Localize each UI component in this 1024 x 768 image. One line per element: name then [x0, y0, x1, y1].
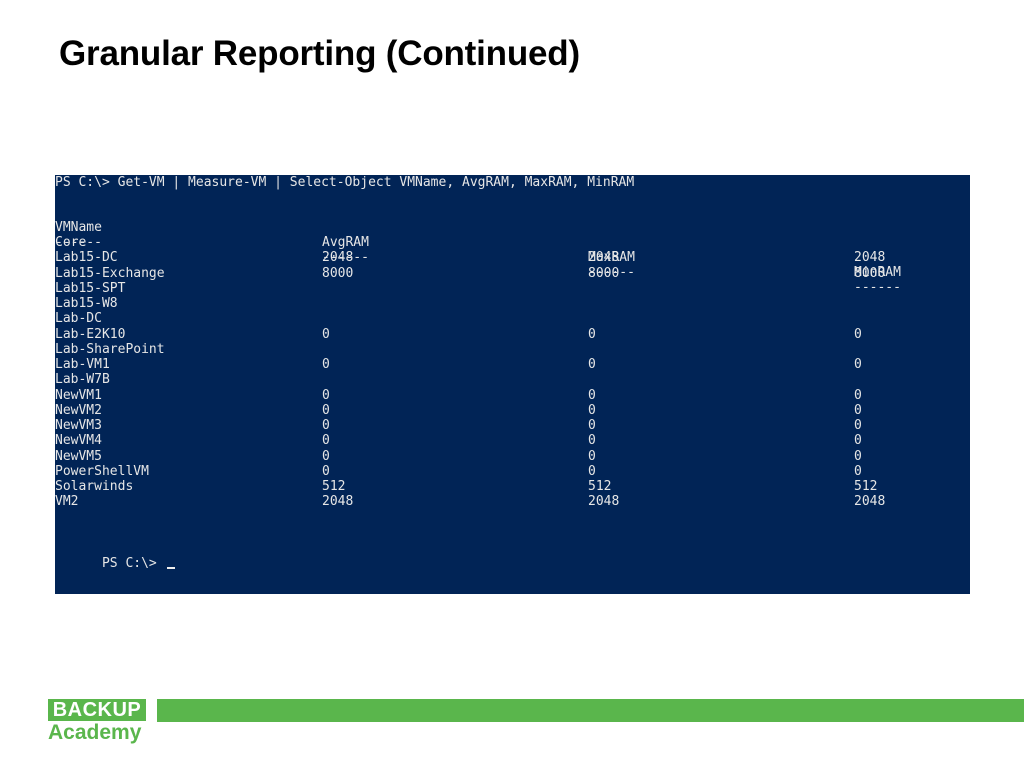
header-vmname: VMName: [55, 220, 102, 235]
cell-maxram: 0: [588, 448, 596, 464]
cell-vmname: NewVM4: [55, 433, 102, 449]
cell-vmname: NewVM1: [55, 387, 102, 403]
cell-vmname: PowerShellVM: [55, 463, 149, 479]
cell-vmname: Lab15-W8: [55, 296, 118, 311]
cell-vmname: Lab-SharePoint: [55, 341, 165, 357]
cell-avgram: 0: [322, 418, 330, 433]
cell-minram: 512: [854, 479, 878, 494]
cell-maxram: 0: [588, 433, 596, 449]
cell-vmname: Lab15-SPT: [55, 280, 126, 296]
header-maxram: MaxRAM: [588, 250, 635, 265]
cell-minram: 0: [854, 402, 862, 418]
separator: ------: [55, 235, 102, 250]
cell-vmname: Lab-E2K10: [55, 326, 126, 342]
cell-avgram: 2048: [322, 494, 354, 510]
cell-avgram: 0: [322, 387, 330, 403]
cell-maxram: 2048: [588, 494, 620, 510]
cell-minram: 0: [854, 448, 862, 464]
cell-vmname: Lab-VM1: [55, 357, 110, 372]
cell-avgram: 0: [322, 433, 330, 449]
cell-vmname: VM2: [55, 494, 79, 510]
cell-maxram: 512: [588, 479, 612, 494]
cell-minram: 0: [854, 433, 862, 449]
cell-maxram: 0: [588, 402, 596, 418]
slide-title: Granular Reporting (Continued): [59, 34, 580, 73]
separator: ------: [854, 280, 901, 295]
cell-avgram: 512: [322, 479, 346, 494]
separator: ------: [322, 250, 369, 265]
table-separator-row: ------ ------ ------ ------: [55, 220, 901, 295]
cell-vmname: Lab-DC: [55, 311, 102, 327]
footer-accent-bar: [157, 699, 1024, 722]
cell-maxram: 2048: [588, 250, 620, 266]
cell-avgram: 0: [322, 463, 330, 479]
cell-maxram: 0: [588, 418, 596, 433]
header-minram: MinRAM: [854, 265, 901, 280]
cell-maxram: 8000: [588, 265, 620, 281]
cell-maxram: 0: [588, 463, 596, 479]
table-header-row: VMName AvgRAM MaxRAM MinRAM: [55, 205, 901, 280]
cell-avgram: 0: [322, 402, 330, 418]
cell-minram: 0: [854, 418, 862, 433]
cell-avgram: 0: [322, 326, 330, 342]
cell-vmname: Core: [55, 235, 87, 250]
cell-vmname: Lab-W7B: [55, 372, 110, 388]
cell-maxram: 0: [588, 357, 596, 372]
cell-vmname: NewVM5: [55, 448, 102, 464]
backup-academy-logo: BACKUP Academy: [48, 699, 146, 746]
cell-avgram: 0: [322, 357, 330, 372]
cell-avgram: 2048: [322, 250, 354, 266]
prompt-text: PS C:\>: [101, 556, 165, 571]
cell-vmname: NewVM2: [55, 402, 102, 418]
cell-minram: 2048: [854, 494, 886, 510]
logo-backup-text: BACKUP: [48, 699, 146, 721]
cell-minram: 0: [854, 326, 862, 342]
cell-minram: 0: [854, 387, 862, 403]
cell-minram: 2048: [854, 250, 886, 266]
cell-maxram: 0: [588, 387, 596, 403]
cell-vmname: Solarwinds: [55, 479, 134, 494]
cell-vmname: NewVM3: [55, 418, 102, 433]
header-avgram: AvgRAM: [322, 235, 369, 250]
cell-avgram: 0: [322, 448, 330, 464]
prompt-line: PS C:\>: [55, 541, 175, 571]
cell-minram: 8000: [854, 265, 886, 281]
text-cursor: [166, 567, 175, 569]
cell-minram: 0: [854, 357, 862, 372]
cell-minram: 0: [854, 463, 862, 479]
command-line: PS C:\> Get-VM | Measure-VM | Select-Obj…: [55, 175, 635, 190]
powershell-console: PS C:\> Get-VM | Measure-VM | Select-Obj…: [55, 175, 970, 594]
cell-vmname: Lab15-Exchange: [55, 265, 165, 281]
separator: ------: [588, 265, 635, 280]
cell-avgram: 8000: [322, 265, 354, 281]
cell-vmname: Lab15-DC: [55, 250, 118, 266]
cell-maxram: 0: [588, 326, 596, 342]
logo-academy-text: Academy: [48, 721, 142, 744]
